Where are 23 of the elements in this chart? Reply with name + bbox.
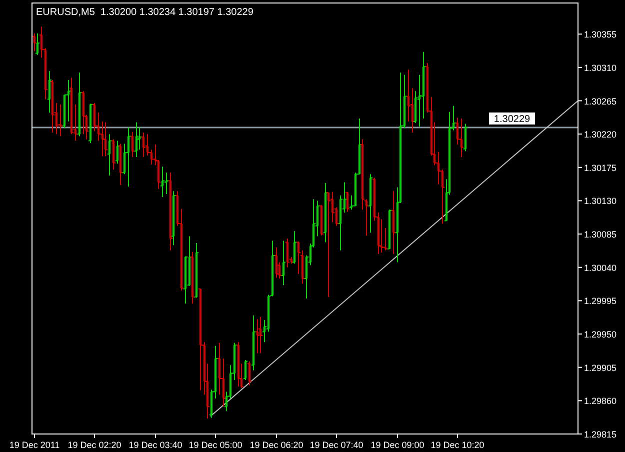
x-tick-label: 19 Dec 02:20 [68, 440, 122, 450]
y-tick-label: 1.30265 [584, 96, 617, 106]
x-tick-label: 19 Dec 05:00 [188, 440, 242, 450]
y-tick-label: 1.29995 [584, 296, 617, 306]
y-tick-label: 1.29815 [584, 430, 617, 440]
x-tick-label: 19 Dec 06:20 [250, 440, 304, 450]
y-tick-label: 1.29950 [584, 330, 617, 340]
ref-line-label: 1.30229 [494, 114, 531, 125]
y-tick-label: 1.29860 [584, 396, 617, 406]
y-tick-label: 1.30085 [584, 230, 617, 240]
chart-title: EURUSD,M5 1.30200 1.30234 1.30197 1.30229 [36, 7, 254, 18]
y-tick-label: 1.30130 [584, 196, 617, 206]
y-tick-label: 1.30175 [584, 162, 617, 173]
x-tick-label: 19 Dec 2011 [9, 440, 60, 450]
y-tick-label: 1.29905 [584, 362, 617, 373]
y-tick-label: 1.30040 [584, 262, 617, 273]
y-tick-label: 1.30355 [584, 30, 617, 40]
y-tick-label: 1.30310 [584, 62, 617, 73]
y-tick-label: 1.30220 [584, 130, 617, 140]
x-tick-label: 19 Dec 03:40 [128, 440, 182, 450]
x-tick-label: 19 Dec 10:20 [430, 440, 484, 450]
x-tick-label: 19 Dec 07:40 [310, 440, 364, 450]
x-tick-label: 19 Dec 09:00 [370, 440, 424, 450]
